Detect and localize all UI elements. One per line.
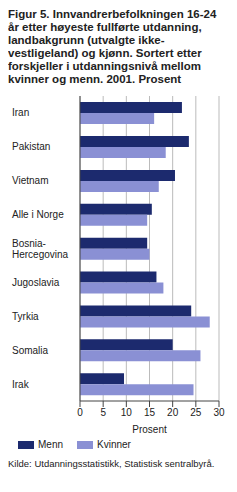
svg-text:Bosnia-Hercegovina: Bosnia-Hercegovina [12, 238, 69, 260]
svg-text:Somalia: Somalia [12, 345, 49, 356]
svg-text:Irak: Irak [12, 379, 30, 390]
svg-text:Iran: Iran [12, 107, 29, 118]
html-text:Kilde: Utdanningsstatistikk, S: Kilde: Utdanningsstatistikk, Statistisk … [8, 458, 215, 469]
html-text:Figur 5. Innvandrerbefolkninge: Figur 5. Innvandrerbefolkningen 16-24 år… [8, 8, 217, 85]
html-text:Menn: Menn [38, 439, 63, 450]
svg-text:Pakistan: Pakistan [12, 141, 50, 152]
svg-text:25: 25 [190, 407, 202, 418]
svg-text:Vietnam: Vietnam [12, 175, 49, 186]
svg-text:Prosent: Prosent [132, 424, 167, 435]
svg-text:15: 15 [144, 407, 156, 418]
svg-text:Alle i Norge: Alle i Norge [12, 209, 64, 220]
svg-text:Tyrkia: Tyrkia [12, 311, 39, 322]
svg-text:10: 10 [121, 407, 133, 418]
svg-text:20: 20 [167, 407, 179, 418]
svg-text:Jugoslavia: Jugoslavia [12, 277, 60, 288]
svg-text:0: 0 [77, 407, 83, 418]
svg-text:30: 30 [213, 407, 225, 418]
svg-text:5: 5 [100, 407, 106, 418]
html-text:Kvinner: Kvinner [97, 439, 131, 450]
